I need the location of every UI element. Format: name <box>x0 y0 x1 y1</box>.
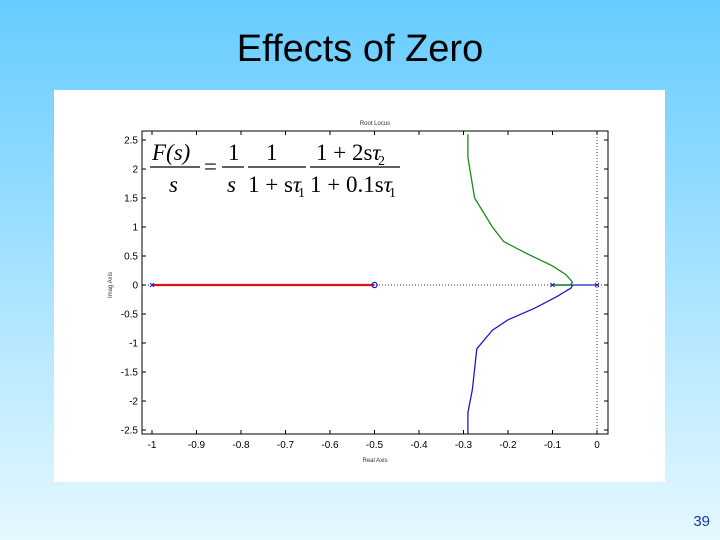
y-tick-label: 2 <box>132 165 138 176</box>
pole-marker <box>594 282 600 288</box>
ticks-layer: -1 -0.9 -0.8 -0.7 -0.6 -0.5 -0.4 -0.3 -0.2 -0.1 0 2… <box>121 131 608 451</box>
x-tick-label: -0.9 <box>188 440 206 451</box>
x-tick-label: -0.6 <box>321 440 339 451</box>
pole-marker <box>550 282 555 288</box>
x-tick-label: -0.3 <box>455 440 473 451</box>
y-tick-label: -0.5 <box>121 310 139 321</box>
y-tick-label: -2.5 <box>121 426 139 437</box>
eq-lhs-denominator: s <box>169 172 178 197</box>
y-tick-label: 0 <box>132 281 138 292</box>
x-axis-label: Real Axis <box>362 458 387 464</box>
y-axis-label: Imag Axis <box>108 272 114 298</box>
eq-lhs-numerator: F(s) <box>151 140 190 165</box>
y-tick-label: -1 <box>129 339 138 350</box>
eq-f3-den-a: 1 + 0.1s <box>310 172 384 197</box>
y-tick-label: 1.5 <box>124 194 138 205</box>
locus-branch-1 <box>467 134 574 286</box>
eq-f3-num-a: 1 + 2s <box>316 140 372 165</box>
series-layer <box>152 134 596 434</box>
eq-f3-num-tau: τ <box>372 140 381 165</box>
eq-f2-den-sub: 1 <box>298 186 305 201</box>
eq-f3-den-tau: τ <box>384 172 393 197</box>
eq-f2-den-a: 1 + s <box>248 172 293 197</box>
x-tick-label: -0.8 <box>232 440 250 451</box>
locus-branch-2 <box>467 284 574 434</box>
eq-f1-numerator: 1 <box>228 140 240 165</box>
y-tick-label: -2 <box>129 397 138 408</box>
eq-f3-num-sub: 2 <box>378 154 385 169</box>
eq-f2-numerator: 1 <box>266 140 278 165</box>
eq-f3-numerator-text: 1 + 2sτ <box>316 140 381 165</box>
x-tick-label: -0.7 <box>277 440 295 451</box>
eq-f2-den-tau: τ <box>293 172 302 197</box>
x-tick-label: -0.1 <box>544 440 562 451</box>
slide-number: 39 <box>693 513 710 530</box>
pole-marker <box>149 282 155 288</box>
eq-equals: = <box>204 154 217 179</box>
slide-title: Effects of Zero <box>236 28 484 70</box>
x-tick-label: -0.4 <box>410 440 428 451</box>
y-tick-label: -1.5 <box>121 368 139 379</box>
plot-panel: Root Locus Real Axis Imag Axis -1 -0.9 -0.… <box>54 90 665 482</box>
x-tick-label: 0 <box>594 440 600 451</box>
zero-marker <box>371 281 378 289</box>
y-tick-label: 0.5 <box>124 252 138 263</box>
x-tick-label: -1 <box>148 440 157 451</box>
transfer-function-equation: F(s) s = 1 s 1 1 + sτ 1 1 + 2sτ 2 1 + 0.… <box>150 140 400 201</box>
markers-layer <box>149 281 600 289</box>
x-tick-label: -0.2 <box>499 440 517 451</box>
eq-f3-denominator-text: 1 + 0.1sτ <box>310 172 393 197</box>
eq-f2-denominator-text: 1 + sτ <box>248 172 302 197</box>
y-tick-label: 2.5 <box>124 136 138 147</box>
root-locus-plot: Root Locus Real Axis Imag Axis -1 -0.9 -0.… <box>108 121 609 464</box>
x-tick-label: -0.5 <box>366 440 384 451</box>
eq-f3-den-sub: 1 <box>389 186 396 201</box>
y-tick-label: 1 <box>132 223 138 234</box>
eq-f1-denominator: s <box>227 172 236 197</box>
chart-title: Root Locus <box>360 121 390 127</box>
